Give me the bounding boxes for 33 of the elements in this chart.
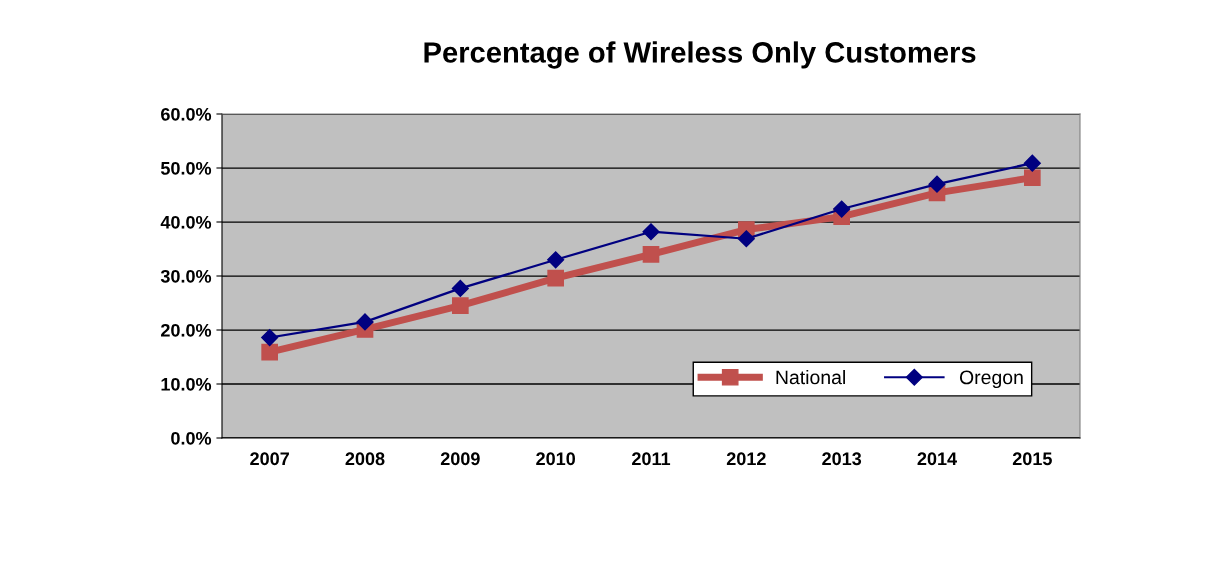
y-tick-label: 40.0% xyxy=(160,215,212,229)
y-tick-label: 50.0% xyxy=(160,161,212,175)
y-tick-label: 60.0% xyxy=(161,107,212,121)
x-tick-label: 2014 xyxy=(917,452,957,466)
point xyxy=(547,269,565,287)
x-tick-label: 2008 xyxy=(345,452,385,466)
y-tick-label: 0.0% xyxy=(171,431,212,445)
point xyxy=(833,200,851,218)
chart-title: Percentage of Wireless Only Customers xyxy=(424,41,976,69)
point xyxy=(1023,169,1041,187)
point xyxy=(928,175,946,193)
x-tick-label: 2015 xyxy=(1012,452,1052,466)
y-tick-label: 20.0% xyxy=(161,323,212,337)
x-tick-label: 2007 xyxy=(250,452,289,466)
y-tick-label: 10.0% xyxy=(161,377,212,391)
x-tick-label: 2012 xyxy=(726,452,766,466)
point xyxy=(261,329,279,347)
point xyxy=(642,223,660,241)
y-tick-label: 30.0% xyxy=(160,269,212,283)
legend-label: Oregon xyxy=(959,370,1023,389)
point xyxy=(261,343,279,361)
point xyxy=(642,246,660,263)
x-tick-label: 2013 xyxy=(822,452,862,466)
x-tick-label: 2009 xyxy=(440,452,480,466)
point xyxy=(737,230,755,248)
legend-label: National xyxy=(776,369,845,385)
point xyxy=(356,313,374,331)
point xyxy=(547,251,565,269)
point xyxy=(1023,154,1041,172)
x-tick-label: 2010 xyxy=(536,452,576,466)
point xyxy=(451,279,469,297)
x-tick-label: 2011 xyxy=(632,452,671,466)
point xyxy=(451,297,469,315)
